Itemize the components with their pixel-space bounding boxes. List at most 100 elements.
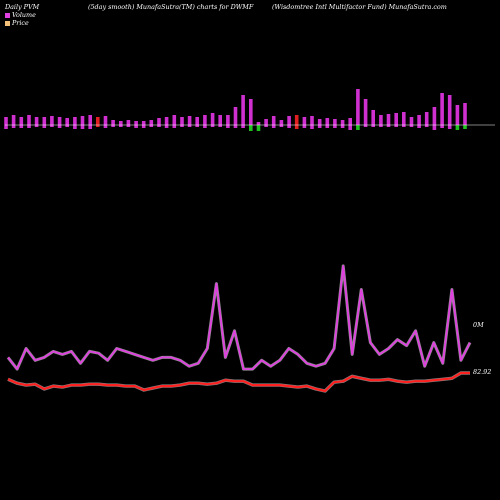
legend-volume-swatch xyxy=(5,12,10,18)
volume-bar xyxy=(34,117,39,125)
volume-bar xyxy=(210,113,215,125)
volume-bar-lower xyxy=(287,125,291,128)
volume-bar-lower xyxy=(294,125,299,129)
volume-bar-lower xyxy=(34,125,39,127)
volume-bar xyxy=(149,120,154,125)
volume-bar-lower xyxy=(134,125,138,128)
volume-bar-lower xyxy=(233,125,238,128)
volume-bar-lower xyxy=(302,125,307,128)
legend-price-swatch xyxy=(5,20,10,26)
volume-bar-lower xyxy=(149,125,154,127)
chart-title-middle: (5day smooth) MunafaSutra(TM) charts for… xyxy=(88,3,254,11)
volume-bar-lower xyxy=(424,125,429,127)
volume-bar xyxy=(65,118,69,125)
volume-bar-lower xyxy=(96,125,100,127)
volume-bar xyxy=(50,116,54,125)
volume-bar xyxy=(440,93,444,125)
volume-bar-lower xyxy=(42,125,47,128)
volume-bar xyxy=(203,115,207,125)
volume-bar-lower xyxy=(80,125,85,129)
volume-bar xyxy=(218,115,222,125)
volume-bar xyxy=(310,116,314,125)
volume-bar-lower xyxy=(386,125,391,127)
volume-bar-lower xyxy=(371,125,375,127)
volume-bar xyxy=(4,117,8,125)
volume-bar-lower xyxy=(65,125,69,127)
volume-bar xyxy=(164,117,169,125)
volume-bar xyxy=(348,118,352,125)
volume-bar-lower xyxy=(203,125,207,128)
volume-bar xyxy=(42,117,47,125)
volume-bar-lower xyxy=(103,125,108,128)
volume-bar xyxy=(279,120,284,125)
volume-bar xyxy=(19,117,24,125)
volume-bar xyxy=(180,117,184,125)
volume-bar xyxy=(463,103,467,125)
volume-bar-lower xyxy=(50,125,54,127)
volume-bar-lower xyxy=(256,125,261,131)
volume-bar-lower xyxy=(432,125,437,130)
volume-bar-lower xyxy=(417,125,421,128)
volume-bar-lower xyxy=(141,125,146,128)
volume-bar xyxy=(111,120,115,125)
volume-bar xyxy=(402,112,406,125)
volume-bar-lower xyxy=(279,125,284,127)
volume-bar-lower xyxy=(218,125,222,127)
volume-bar-lower xyxy=(172,125,177,128)
volume-bar xyxy=(103,116,108,125)
volume-bar xyxy=(356,89,360,125)
price-line xyxy=(7,371,470,393)
volume-bar-lower xyxy=(126,125,131,127)
volume-bar-lower xyxy=(187,125,192,127)
volume-bar xyxy=(317,119,322,125)
volume-value-label: 0M xyxy=(473,321,484,329)
volume-bar xyxy=(394,113,398,125)
volume-bar-lower xyxy=(111,125,115,127)
legend-volume-label: Volume xyxy=(12,11,36,19)
volume-bar-lower xyxy=(333,125,337,128)
volume-bar xyxy=(126,120,131,125)
volume-bar-lower xyxy=(455,125,460,130)
volume-bar-lower xyxy=(119,125,123,127)
volume-bar xyxy=(371,110,375,125)
legend-price: Price xyxy=(5,19,29,27)
volume-bar xyxy=(417,115,421,125)
volume-bar xyxy=(340,120,345,125)
volume-bars xyxy=(4,89,467,131)
volume-bar-lower xyxy=(226,125,230,128)
volume-bar-lower xyxy=(379,125,383,127)
volume-bar xyxy=(134,121,138,125)
price-value-label: 82.92 xyxy=(473,368,492,376)
volume-bar-lower xyxy=(264,125,268,127)
volume-bar xyxy=(455,105,460,125)
volume-bar xyxy=(157,118,161,125)
volume-bar xyxy=(287,116,291,125)
volume-bar-lower xyxy=(4,125,8,129)
volume-bar xyxy=(409,117,414,125)
volume-bar xyxy=(141,121,146,125)
volume-bar-lower xyxy=(195,125,199,127)
volume-bar-lower xyxy=(409,125,414,127)
volume-bar xyxy=(264,119,268,125)
volume-bar-lower xyxy=(394,125,398,127)
volume-bar xyxy=(249,99,253,125)
volume-bar-lower xyxy=(271,125,276,128)
volume-bar-lower xyxy=(210,125,215,127)
volume-bar-lower xyxy=(180,125,184,127)
volume-bar-lower xyxy=(440,125,444,128)
volume-line xyxy=(7,265,471,370)
volume-bar xyxy=(27,115,31,125)
volume-bar xyxy=(424,112,429,125)
volume-bar xyxy=(363,99,368,125)
volume-bar-lower xyxy=(57,125,62,128)
volume-bar-lower xyxy=(363,125,368,127)
volume-bar xyxy=(386,114,391,125)
volume-bar xyxy=(233,107,238,125)
volume-bar-lower xyxy=(356,125,360,130)
volume-bar-lower xyxy=(447,125,452,129)
volume-bar xyxy=(256,122,261,125)
volume-bar xyxy=(88,115,92,125)
volume-bar xyxy=(302,117,307,125)
